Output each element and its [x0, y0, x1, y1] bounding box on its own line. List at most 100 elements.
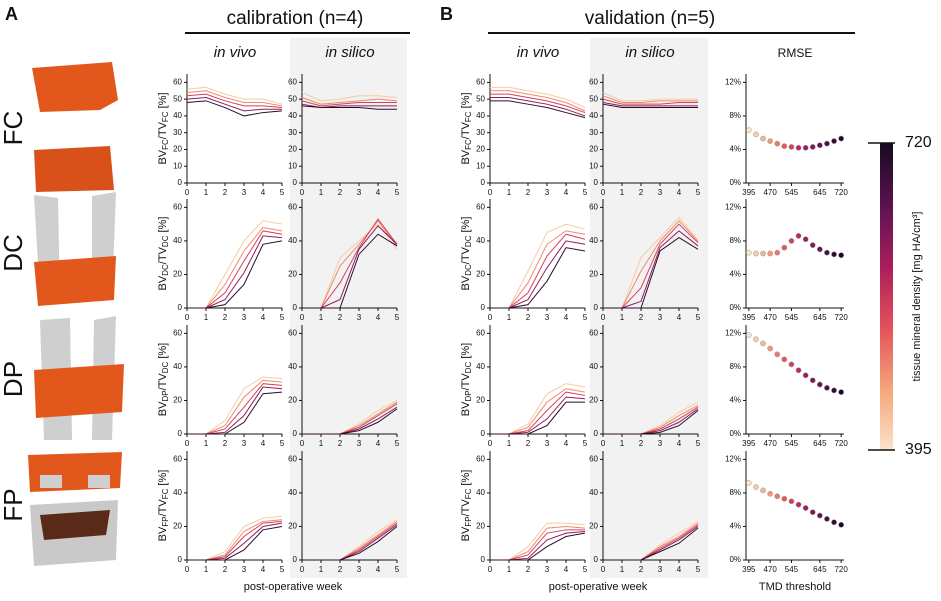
x-tick-label: 4: [677, 313, 682, 322]
y-tick-label: 60: [476, 328, 485, 337]
y-tick-label: 0: [481, 555, 486, 564]
column-header: in vivo: [214, 44, 257, 61]
x-tick-label: 4: [564, 313, 569, 322]
x-tick-label: 0: [488, 565, 493, 574]
y-tick-label: 60: [288, 328, 297, 337]
y-tick-label: 20: [173, 396, 182, 405]
series-line: [490, 396, 586, 435]
series-line: [490, 401, 585, 435]
x-tick-label: 1: [204, 439, 209, 448]
rmse-point: [760, 135, 766, 142]
y-tick-label: 30: [589, 128, 598, 137]
y-tick-label: 12%: [725, 328, 741, 337]
colorbar-tick-label: 395: [905, 441, 932, 458]
x-tick-label: 4: [261, 313, 266, 322]
y-tick-label: 20: [173, 522, 182, 531]
x-tick-label: 645: [813, 188, 827, 197]
rmse-point: [838, 252, 845, 259]
y-axis-label: BVFC/TVFC [%]: [460, 92, 473, 164]
y-tick-label: 4%: [729, 270, 741, 279]
x-tick-label: 3: [545, 439, 550, 448]
implant: [34, 146, 114, 192]
rmse-point: [781, 143, 788, 149]
y-tick-label: 60: [173, 454, 182, 463]
x-tick-label: 2: [639, 565, 644, 574]
x-axis-label: post-operative week: [549, 581, 648, 593]
x-tick-label: 5: [395, 565, 400, 574]
y-tick-label: 0: [178, 429, 183, 438]
rmse-point: [753, 250, 759, 257]
rmse-point: [838, 135, 845, 142]
y-tick-label: 40: [589, 111, 598, 120]
series-line: [603, 527, 699, 561]
series-line: [490, 96, 586, 117]
y-tick-label: 0%: [729, 178, 741, 187]
rmse-point: [781, 495, 788, 502]
x-tick-label: 3: [357, 565, 362, 574]
rmse-point: [753, 484, 759, 490]
subplot: 0% 4% 8% 12% 395 470 545 645 720: [725, 325, 848, 448]
rmse-point: [760, 487, 766, 494]
x-tick-label: 2: [526, 313, 531, 322]
rmse-point: [781, 356, 788, 363]
x-tick-label: 5: [583, 313, 588, 322]
x-tick-label: 2: [338, 313, 343, 322]
series-line: [490, 86, 586, 108]
y-tick-label: 40: [173, 362, 182, 371]
series-line: [186, 96, 282, 112]
series-line: [602, 98, 698, 105]
row-label: FP: [0, 488, 28, 521]
x-tick-label: 0: [185, 313, 190, 322]
x-axis-label: TMD threshold: [759, 581, 831, 593]
rmse-point: [745, 480, 752, 486]
x-axis-label: post-operative week: [244, 581, 343, 593]
rmse-point: [795, 367, 802, 374]
implant: [32, 62, 118, 112]
x-tick-label: 2: [338, 565, 343, 574]
x-tick-label: 3: [357, 313, 362, 322]
rmse-point: [824, 249, 830, 256]
series-line: [187, 520, 283, 561]
rmse-point: [767, 138, 773, 144]
x-tick-label: 2: [223, 313, 228, 322]
y-tick-label: 0%: [729, 555, 741, 564]
x-tick-label: 3: [242, 313, 247, 322]
rmse-point: [802, 372, 809, 379]
y-tick-label: 8%: [729, 111, 741, 120]
x-tick-label: 2: [223, 565, 228, 574]
y-tick-label: 0: [293, 555, 298, 564]
y-tick-label: 60: [589, 77, 598, 86]
x-tick-label: 2: [223, 188, 228, 197]
x-tick-label: 470: [763, 313, 777, 322]
rmse-point: [760, 340, 766, 347]
panel-letter: A: [5, 4, 18, 24]
y-tick-label: 60: [476, 454, 485, 463]
subplot: 0% 4% 8% 12% 395 470 545 645 720: [725, 451, 848, 574]
x-tick-label: 4: [261, 565, 266, 574]
x-tick-label: 4: [564, 188, 569, 197]
y-tick-label: 0: [178, 555, 183, 564]
rmse-point: [809, 377, 816, 384]
rmse-point: [817, 512, 823, 519]
x-tick-label: 1: [204, 313, 209, 322]
x-tick-label: 4: [677, 439, 682, 448]
rmse-point: [817, 142, 823, 149]
x-tick-label: 1: [507, 565, 512, 574]
series-line: [187, 383, 283, 435]
subplot: 0 20 40 60 0 1 2 3 4 5: [589, 451, 701, 574]
y-tick-label: 20: [589, 270, 598, 279]
rmse-point: [809, 242, 816, 248]
x-tick-label: 545: [785, 565, 799, 574]
y-tick-label: 40: [476, 111, 485, 120]
rmse-point: [838, 389, 845, 395]
x-tick-label: 3: [357, 188, 362, 197]
rmse-point: [767, 490, 773, 497]
series-line: [490, 532, 586, 561]
x-tick-label: 5: [280, 313, 285, 322]
y-axis-label: BVDP/TVDC [%]: [460, 343, 473, 416]
y-tick-label: 8%: [729, 362, 741, 371]
rmse-point: [809, 144, 816, 150]
rmse-point: [831, 519, 837, 526]
y-tick-label: 20: [476, 145, 485, 154]
